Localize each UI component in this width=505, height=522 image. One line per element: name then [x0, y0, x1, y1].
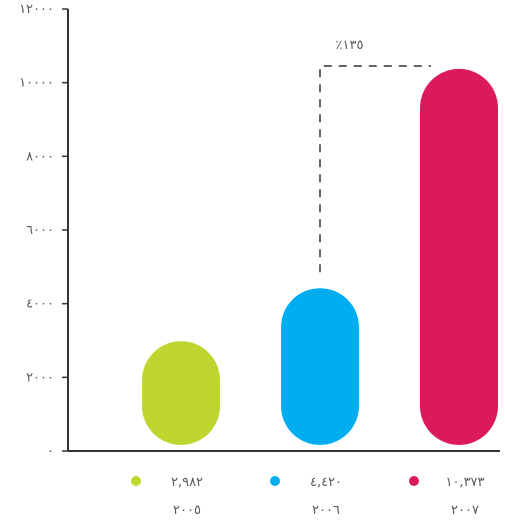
y-tick-label: ١٠٠٠٠ [19, 76, 54, 91]
y-axis-ticks: ٠ ٢٠٠٠ ٤٠٠٠ ٦٠٠٠ ٨٠٠٠ ١٠٠٠٠ ١٢٠٠٠ [19, 2, 68, 459]
legend-dot-1 [131, 476, 141, 486]
value-label-3: ١٠,٣٧٣ [445, 475, 484, 490]
growth-annotation: ٪١٣٥ [319, 38, 431, 273]
value-label-2: ٤,٤٢٠ [310, 475, 342, 490]
legend: ٢,٩٨٢ ٢٠٠٥ ٤,٤٢٠ ٢٠٠٦ ١٠,٣٧٣ ٢٠٠٧ [131, 475, 485, 518]
bar-1 [142, 341, 220, 445]
y-tick-label: ٢٠٠٠ [26, 370, 54, 385]
category-label-3: ٢٠٠٧ [451, 503, 479, 518]
legend-dot-2 [270, 476, 280, 486]
bar-3 [420, 68, 498, 446]
annotation-bracket [319, 65, 431, 273]
annotation-label: ٪١٣٥ [336, 38, 364, 53]
y-tick-label: ٠ [47, 444, 54, 459]
y-tick-label: ٦٠٠٠ [26, 223, 54, 238]
y-tick-label: ٨٠٠٠ [26, 149, 54, 164]
bar-group [142, 68, 498, 446]
bar-2 [281, 288, 359, 445]
y-tick-label: ٤٠٠٠ [26, 297, 54, 312]
legend-dot-3 [409, 476, 419, 486]
value-label-1: ٢,٩٨٢ [171, 475, 203, 490]
category-label-2: ٢٠٠٦ [312, 503, 340, 518]
category-label-1: ٢٠٠٥ [173, 503, 201, 518]
y-tick-label: ١٢٠٠٠ [19, 2, 54, 17]
